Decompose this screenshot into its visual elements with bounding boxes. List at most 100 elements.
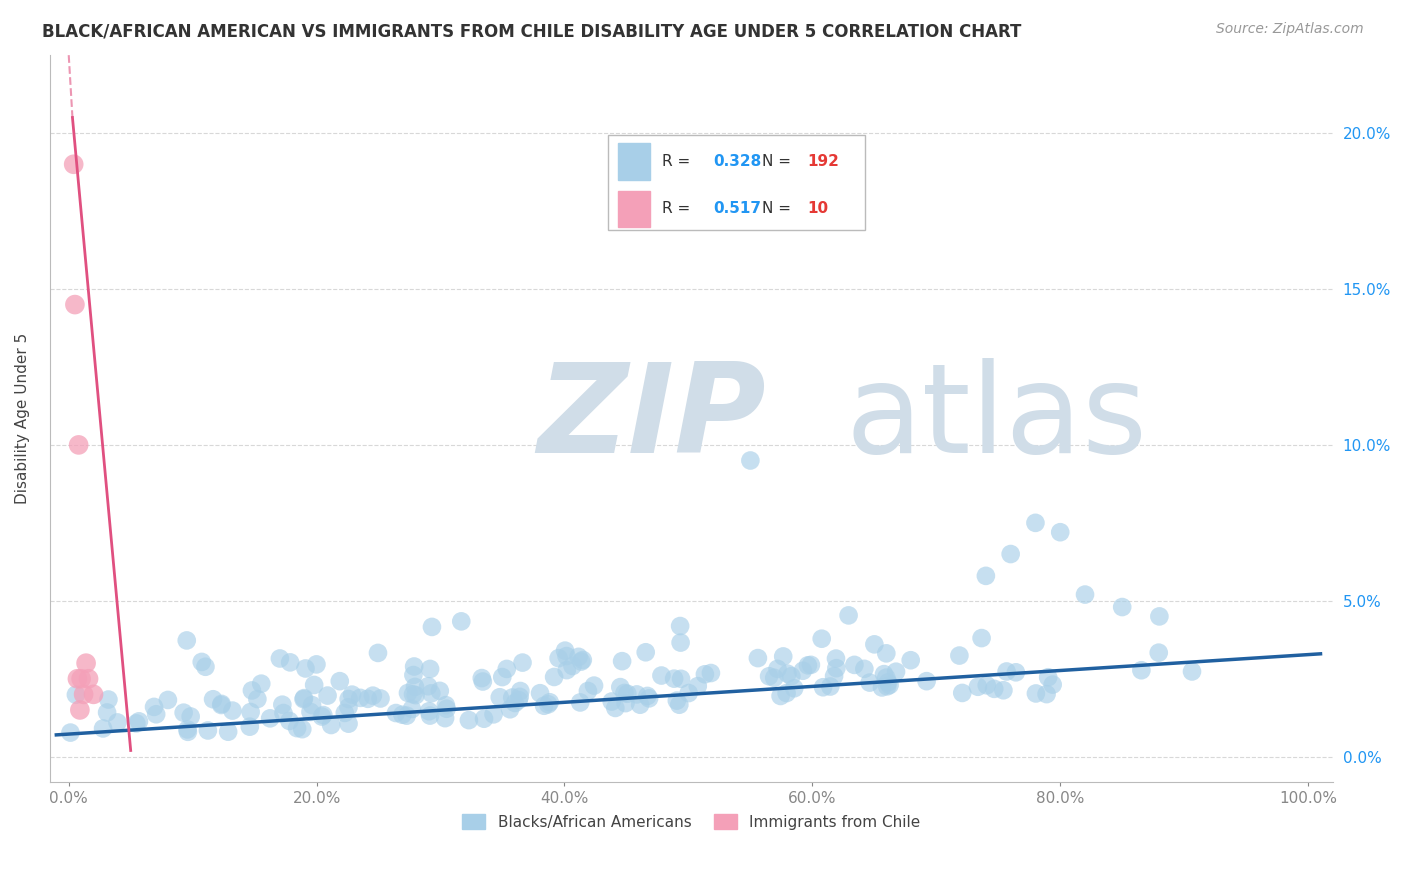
Point xyxy=(873,667,896,681)
Point xyxy=(69,703,91,717)
Point xyxy=(96,706,118,720)
Point xyxy=(312,708,335,723)
Point xyxy=(337,700,360,714)
Point xyxy=(1149,609,1171,624)
Point xyxy=(294,661,316,675)
Bar xyxy=(619,144,651,179)
Point xyxy=(434,711,457,725)
Point xyxy=(823,669,845,683)
Point xyxy=(665,693,688,707)
Point xyxy=(420,686,443,700)
Point xyxy=(145,707,167,722)
Point xyxy=(820,680,842,694)
Point xyxy=(529,686,551,700)
Text: 192: 192 xyxy=(807,154,839,169)
Point xyxy=(59,725,82,739)
Point xyxy=(292,691,315,706)
Point xyxy=(70,672,93,686)
Text: R =: R = xyxy=(662,154,695,169)
Point xyxy=(302,678,325,692)
Point xyxy=(311,709,333,723)
Point xyxy=(948,648,970,663)
Point xyxy=(555,663,578,677)
Point xyxy=(337,716,360,731)
Point xyxy=(259,711,281,725)
Point xyxy=(419,708,441,723)
Point xyxy=(63,297,86,311)
Point xyxy=(271,698,294,712)
Point xyxy=(434,698,457,713)
Point xyxy=(404,659,426,673)
Point xyxy=(402,687,425,701)
Point xyxy=(775,686,797,700)
Point xyxy=(349,690,371,705)
Point xyxy=(766,662,789,676)
Point xyxy=(626,687,648,701)
Point xyxy=(143,700,166,714)
Point xyxy=(1074,588,1097,602)
Point xyxy=(1042,677,1064,691)
Point xyxy=(176,633,198,648)
Point xyxy=(650,668,672,682)
Point xyxy=(950,686,973,700)
Point xyxy=(613,686,636,700)
Point xyxy=(395,708,418,723)
Point xyxy=(538,695,561,709)
Point xyxy=(838,608,860,623)
Point xyxy=(418,704,440,718)
Point xyxy=(879,678,901,692)
Text: Source: ZipAtlas.com: Source: ZipAtlas.com xyxy=(1216,22,1364,37)
Point xyxy=(482,707,505,722)
Point xyxy=(800,657,823,672)
Text: 10: 10 xyxy=(807,202,828,216)
Point xyxy=(495,662,517,676)
Point xyxy=(1035,687,1057,701)
Text: N =: N = xyxy=(762,154,796,169)
Point xyxy=(876,679,898,693)
Point xyxy=(239,720,262,734)
Point xyxy=(634,645,657,659)
Point xyxy=(404,680,426,694)
Point xyxy=(740,453,762,467)
Text: 0.517: 0.517 xyxy=(713,202,761,216)
Point xyxy=(75,656,97,670)
Point xyxy=(583,679,606,693)
Point xyxy=(772,649,794,664)
Point xyxy=(610,654,633,668)
Point xyxy=(1147,646,1170,660)
Point xyxy=(605,701,627,715)
Point xyxy=(1130,663,1153,677)
Point xyxy=(576,684,599,698)
Point xyxy=(340,688,363,702)
Point xyxy=(915,674,938,689)
Point xyxy=(269,651,291,665)
Point xyxy=(240,683,263,698)
Point xyxy=(758,669,780,683)
Point xyxy=(385,706,408,720)
Point xyxy=(967,680,990,694)
Point xyxy=(391,707,413,722)
Point xyxy=(669,672,692,686)
Point xyxy=(176,723,198,737)
Point xyxy=(533,698,555,713)
Point xyxy=(853,662,876,676)
Point xyxy=(877,675,900,690)
Point xyxy=(239,705,262,719)
Point xyxy=(561,659,583,673)
Point xyxy=(405,688,427,702)
Text: R =: R = xyxy=(662,202,695,216)
Point xyxy=(402,668,425,682)
Point xyxy=(190,655,212,669)
Point xyxy=(457,713,479,727)
Point xyxy=(875,646,897,660)
Point xyxy=(884,665,907,679)
Point xyxy=(763,671,786,685)
Point xyxy=(995,665,1018,679)
Point xyxy=(194,660,217,674)
Point xyxy=(1000,547,1022,561)
Point xyxy=(569,655,592,669)
Text: N =: N = xyxy=(762,202,796,216)
Point xyxy=(301,698,323,712)
Point xyxy=(450,615,472,629)
Point xyxy=(859,675,882,690)
